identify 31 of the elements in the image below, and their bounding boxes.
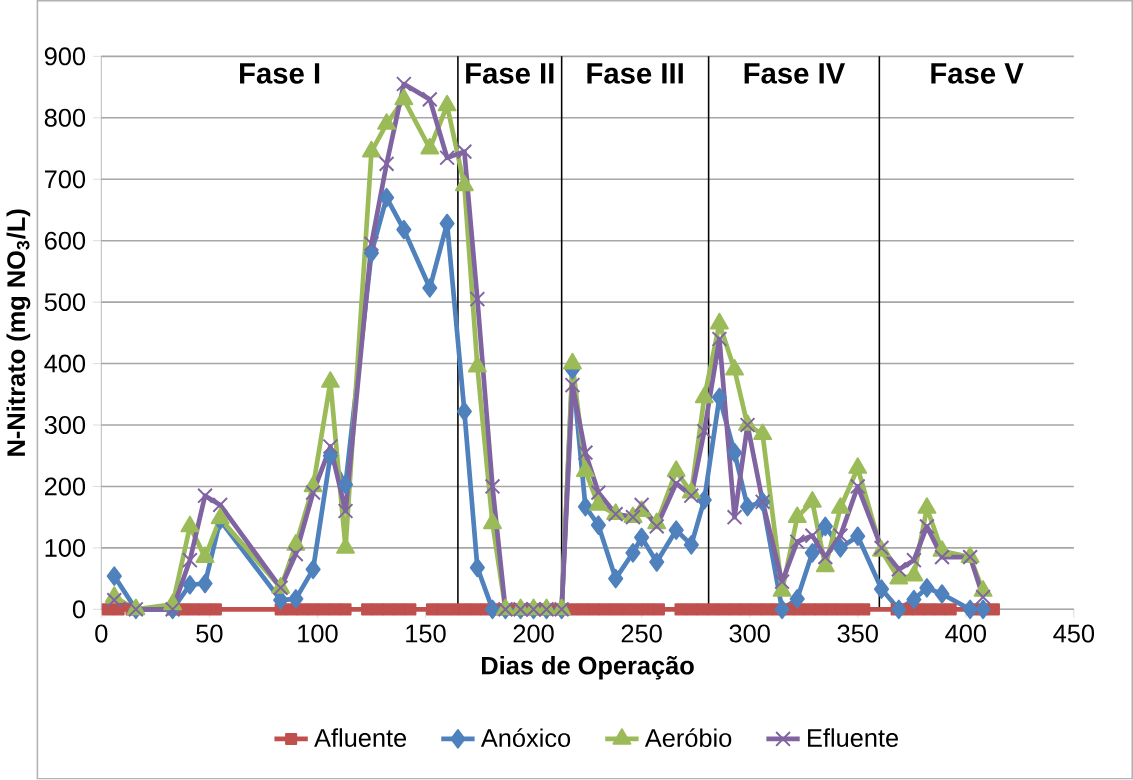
annotation: Fase V [931, 63, 1024, 84]
y-tick-label: 800 [44, 108, 86, 127]
y-tick-label: 900 [44, 47, 86, 66]
legend-label: Aeróbio [644, 728, 732, 748]
x-tick-label: 250 [621, 624, 662, 643]
annotation: Fase III [587, 63, 683, 84]
y-tick-label: 300 [44, 416, 86, 435]
y-tick-label: 400 [44, 354, 86, 373]
legend-label: Afluente [314, 728, 407, 748]
x-tick-label: 50 [196, 624, 223, 643]
y-axis-title: N-Nitrato (mg NO$_{3}$/L) [6, 209, 31, 456]
y-tick-label: 500 [44, 293, 86, 312]
y-tick-label: 100 [45, 539, 86, 558]
x-tick-label: 350 [837, 624, 878, 643]
y-tick-label: 700 [45, 170, 86, 189]
legend-label: Anóxico [480, 728, 571, 748]
x-tick-label: 450 [1053, 624, 1095, 643]
x-tick-label: 300 [729, 624, 770, 643]
x-tick-label: 400 [945, 624, 986, 643]
annotation: Fase I [240, 63, 320, 84]
x-axis-title: Dias de Operação [482, 656, 694, 680]
y-tick-label: 0 [72, 600, 86, 619]
x-tick-label: 150 [406, 624, 446, 643]
annotation: Fase II [466, 63, 554, 84]
x-tick-label: 200 [513, 624, 554, 643]
x-tick-label: 0 [95, 624, 108, 643]
legend-label: Efluente [808, 728, 898, 748]
y-tick-label: 600 [44, 231, 86, 250]
annotation: Fase IV [744, 63, 846, 84]
y-tick-label: 200 [44, 477, 86, 496]
x-tick-label: 100 [298, 624, 338, 643]
